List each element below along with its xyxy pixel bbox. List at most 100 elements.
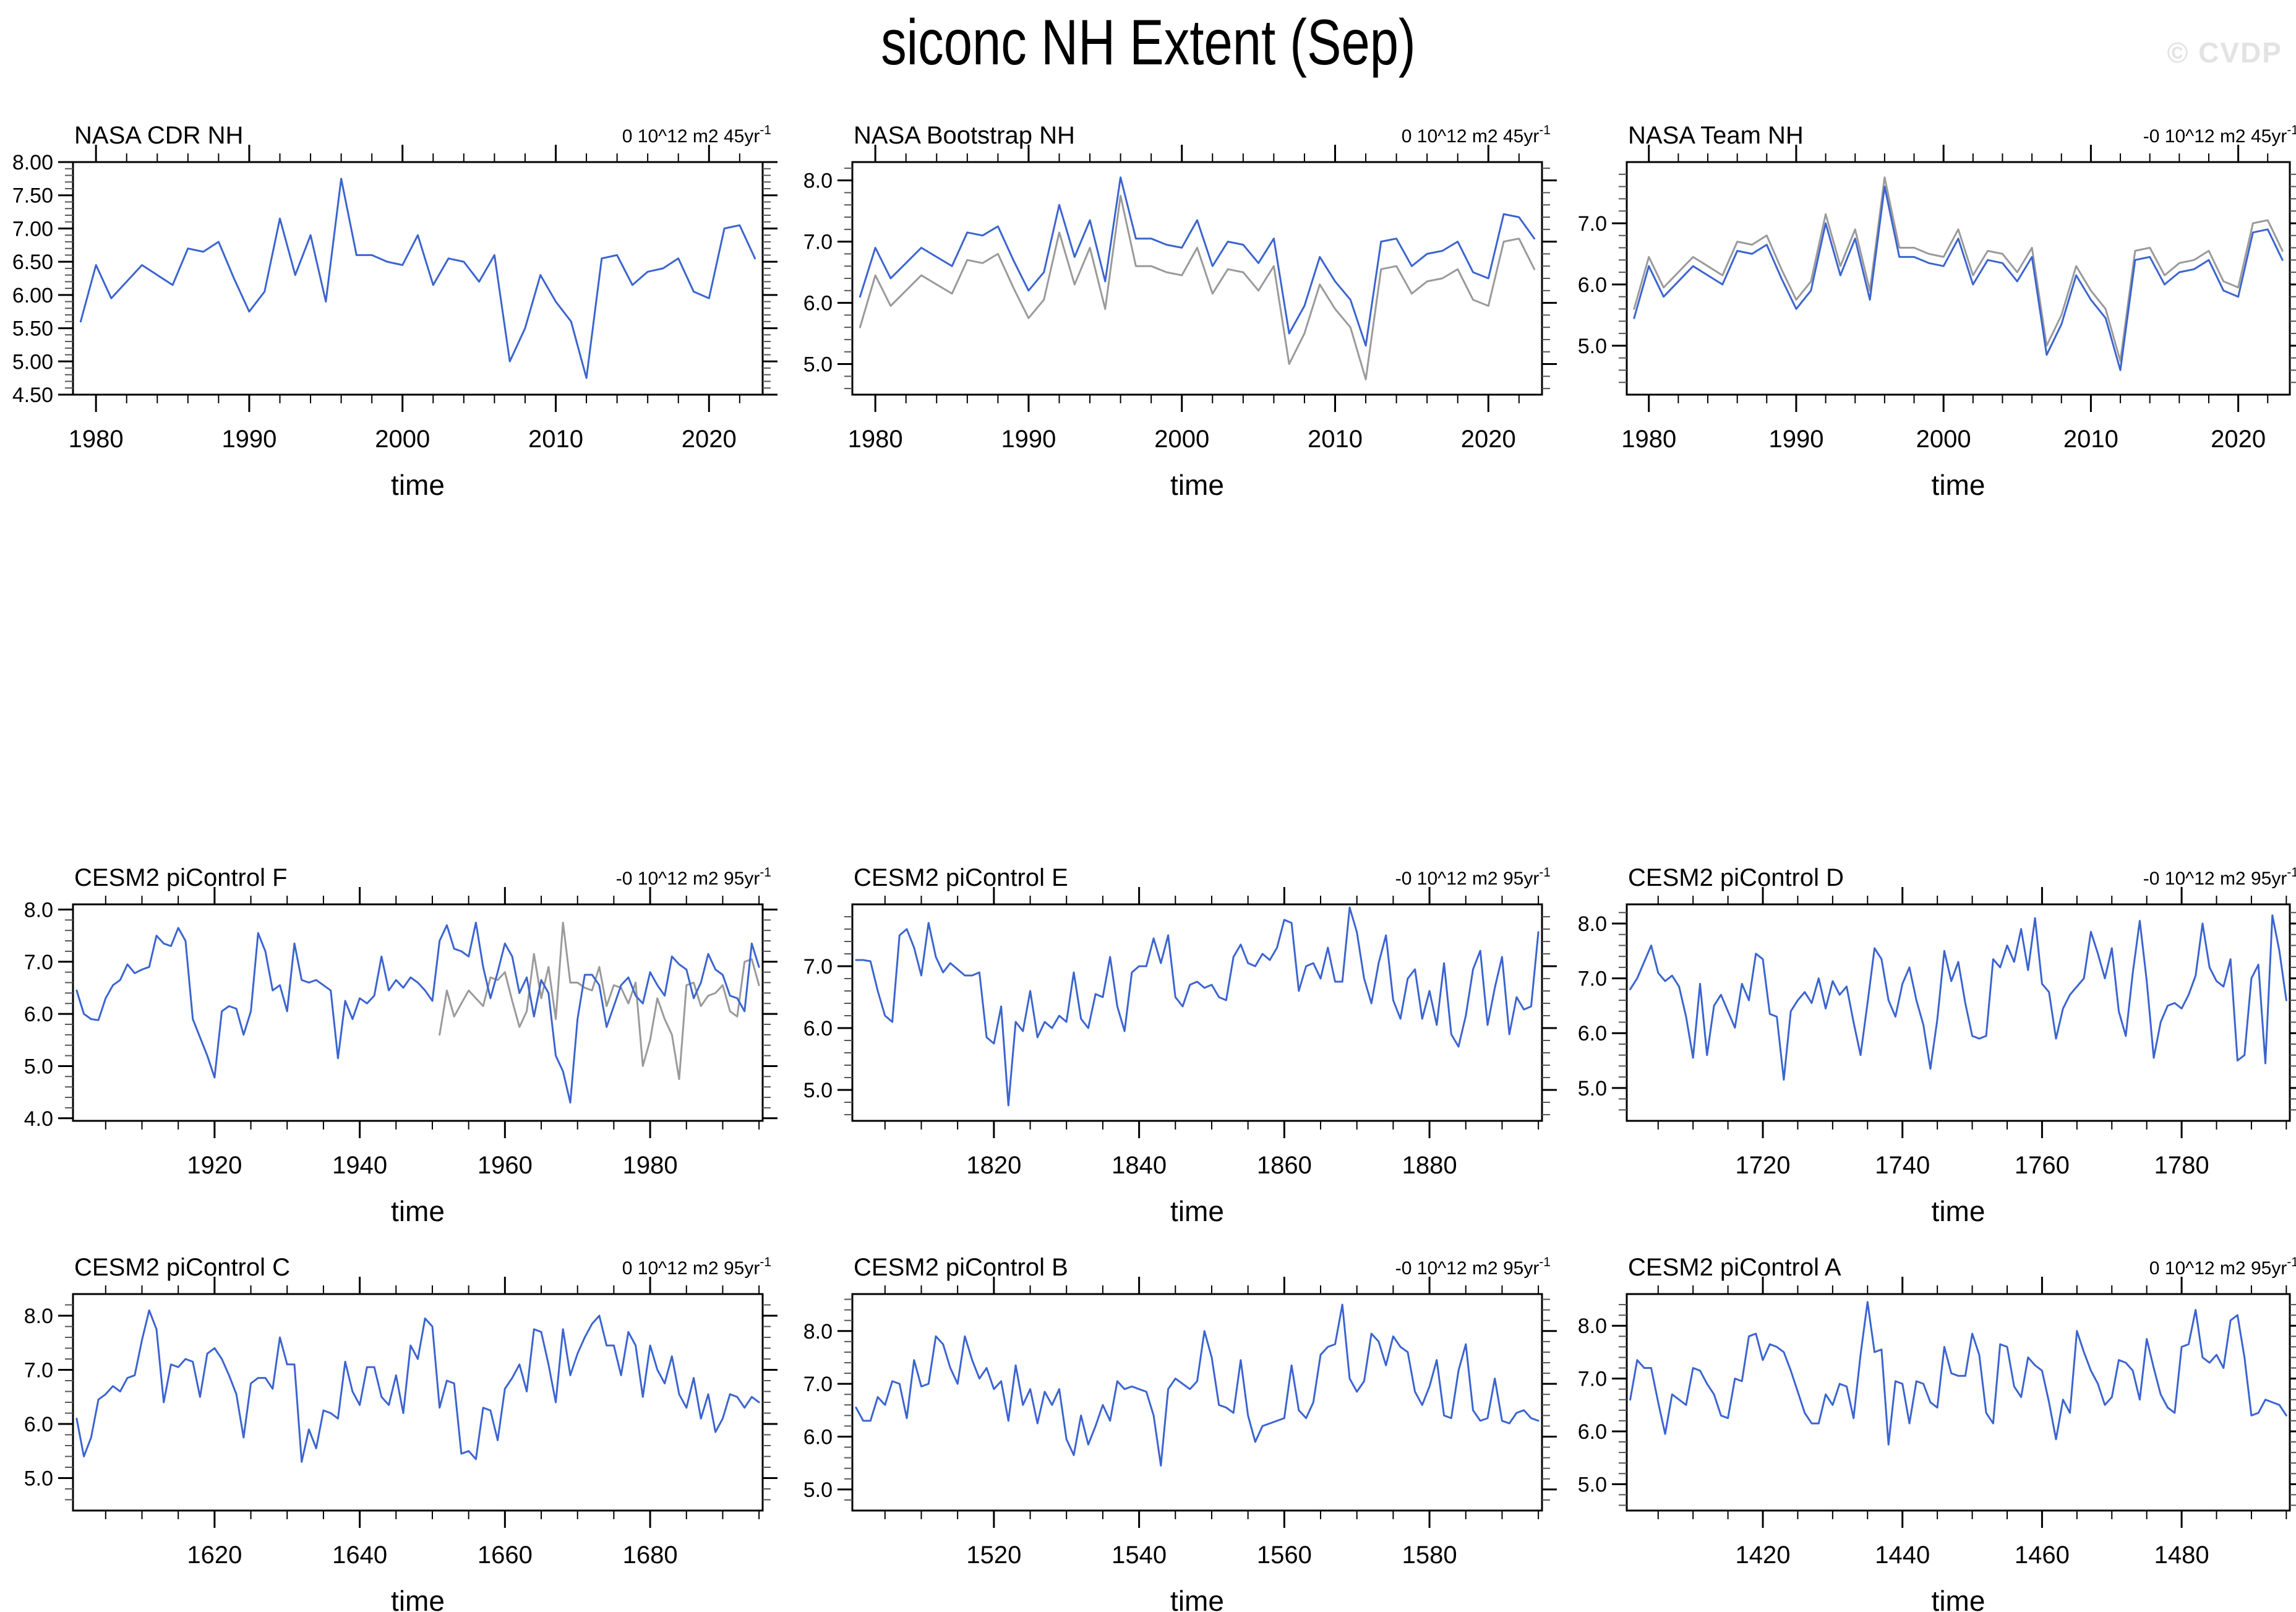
series-line-nasa-team-nh (1633, 186, 2284, 371)
axis-labels: 8.0 7.0 6.0 5.0 1620 1640 1660 1680 (24, 1305, 678, 1569)
x-tick-label: 1620 (187, 1541, 242, 1569)
panel-nasa-cdr-nh: NASA CDR NH 0 10^12 m2 45yr-1 8.00 7.50 7.00… (12, 122, 777, 501)
panel-cesm2-picontrol-f: CESM2 piControl F -0 10^12 m2 95yr-1 8.0 7.… (24, 864, 777, 1227)
trend-label: -0 10^12 m2 95yr-1 (2143, 865, 2296, 889)
plot-frame (851, 1293, 1543, 1512)
panel-title: CESM2 piControl E (854, 864, 1068, 891)
x-tick-label: 2000 (1154, 426, 1209, 453)
panel-title: CESM2 piControl B (854, 1254, 1068, 1281)
axis-labels: 8.0 7.0 6.0 5.0 1420 1440 1460 1480 (1578, 1314, 2209, 1569)
y-tick-label: 6.0 (24, 1413, 53, 1436)
axis-labels: 8.00 7.50 7.00 6.50 6.00 5.50 5.00 4.50 1980 1990… (12, 151, 737, 453)
axis-labels: 8.0 7.0 6.0 5.0 1980 1990 2000 2010 2020 (803, 169, 1516, 453)
series-line-nasa-cdr-nh (79, 178, 756, 379)
x-tick-label: 2010 (2063, 426, 2118, 453)
axis-ticks (58, 887, 777, 1138)
series-line-nasa-team-nh (1633, 176, 2284, 362)
y-tick-label: 7.0 (803, 955, 833, 979)
y-tick-label: 6.00 (12, 284, 53, 307)
x-tick-label: 2010 (1308, 426, 1363, 453)
x-tick-label: 1960 (478, 1152, 533, 1179)
x-tick-label: 1880 (1402, 1152, 1457, 1179)
y-tick-label: 4.0 (24, 1107, 53, 1131)
x-tick-label: 1860 (1257, 1152, 1312, 1179)
plot-frame (72, 1293, 764, 1512)
series-line-cesm2-picontrol-d (1629, 914, 2287, 1081)
panel-cesm2-picontrol-b: CESM2 piControl B -0 10^12 m2 95yr-1 8.0 7.… (803, 1254, 1557, 1612)
x-tick-label: 1640 (332, 1541, 387, 1569)
x-tick-label: 1440 (1875, 1541, 1930, 1569)
x-tick-label: 1680 (623, 1541, 678, 1569)
axis-labels: 8.0 7.0 6.0 5.0 4.0 1920 1940 1960 1980 (24, 898, 678, 1179)
y-tick-label: 5.0 (803, 1478, 833, 1502)
axis-ticks (1612, 1277, 2296, 1528)
y-tick-label: 6.50 (12, 251, 53, 274)
trend-label: -0 10^12 m2 95yr-1 (1395, 865, 1551, 889)
y-tick-label: 8.0 (803, 1320, 833, 1344)
axis-labels: 8.0 7.0 6.0 5.0 1720 1740 1760 1780 (1578, 912, 2209, 1179)
x-tick-label: 1660 (478, 1541, 533, 1569)
y-tick-label: 8.0 (24, 1305, 53, 1328)
trend-label: -0 10^12 m2 95yr-1 (616, 865, 771, 889)
plot-frame (1626, 903, 2291, 1122)
x-axis-title: time (391, 1195, 445, 1227)
trend-label: 0 10^12 m2 45yr-1 (1402, 123, 1551, 147)
panel-cesm2-picontrol-e: CESM2 piControl E -0 10^12 m2 95yr-1 7.0 6.… (803, 864, 1557, 1227)
axis-ticks (837, 145, 1557, 412)
y-tick-label: 6.0 (24, 1003, 53, 1026)
x-tick-label: 1780 (2154, 1152, 2209, 1179)
panel-cesm2-picontrol-d: CESM2 piControl D -0 10^12 m2 95yr-1 8.0 7.… (1578, 864, 2296, 1227)
page-title: siconc NH Extent (Sep) (0, 7, 2296, 79)
x-tick-label: 2020 (2211, 426, 2266, 453)
y-tick-label: 5.0 (1578, 1077, 1607, 1100)
plot-frame (72, 161, 764, 396)
x-tick-label: 1920 (187, 1152, 242, 1179)
x-tick-label: 1740 (1875, 1152, 1930, 1179)
x-tick-label: 1540 (1112, 1541, 1167, 1569)
x-tick-label: 1520 (966, 1541, 1021, 1569)
y-tick-label: 6.0 (1578, 273, 1607, 297)
y-tick-label: 8.0 (1578, 912, 1607, 936)
panel-nasa-bootstrap-nh: NASA Bootstrap NH 0 10^12 m2 45yr-1 8.0 7.0… (803, 122, 1557, 501)
series-line-cesm2-picontrol-c (75, 1309, 760, 1463)
axis-ticks (1612, 145, 2296, 412)
plot-frame (1626, 161, 2291, 396)
x-tick-label: 1760 (2015, 1152, 2070, 1179)
x-tick-label: 1420 (1736, 1541, 1791, 1569)
panel-cesm2-picontrol-a: CESM2 piControl A 0 10^12 m2 95yr-1 8.0 7.0… (1578, 1254, 2296, 1612)
x-axis-title: time (1932, 1585, 1985, 1612)
panel-cesm2-picontrol-c: CESM2 piControl C 0 10^12 m2 95yr-1 8.0 7.0… (24, 1254, 777, 1612)
y-tick-label: 5.0 (803, 1079, 833, 1102)
axis-ticks (837, 887, 1557, 1138)
trend-label: -0 10^12 m2 45yr-1 (2143, 123, 2296, 147)
x-axis-title: time (1932, 1195, 1985, 1227)
y-tick-label: 7.00 (12, 217, 53, 241)
x-tick-label: 2000 (375, 426, 430, 453)
series-line-cesm2-picontrol-f (439, 922, 760, 1080)
y-tick-label: 5.0 (24, 1055, 53, 1078)
y-tick-label: 7.50 (12, 184, 53, 208)
axis-ticks (58, 1277, 777, 1528)
x-tick-label: 1990 (221, 426, 276, 453)
axis-labels: 7.0 6.0 5.0 1980 1990 2000 2010 2020 (1578, 212, 2266, 453)
plot-frame (72, 903, 764, 1122)
x-axis-title: time (391, 469, 445, 501)
x-tick-label: 1990 (1001, 426, 1056, 453)
panel-title: CESM2 piControl D (1628, 864, 1844, 891)
x-axis-title: time (1170, 1195, 1224, 1227)
x-tick-label: 1980 (623, 1152, 678, 1179)
y-tick-label: 6.0 (1578, 1022, 1607, 1045)
x-tick-label: 1720 (1736, 1152, 1791, 1179)
x-axis-title: time (1170, 469, 1224, 501)
y-tick-label: 5.50 (12, 317, 53, 341)
x-tick-label: 1480 (2154, 1541, 2209, 1569)
y-tick-label: 5.0 (1578, 335, 1607, 358)
axis-labels: 8.0 7.0 6.0 5.0 1520 1540 1560 1580 (803, 1320, 1457, 1569)
y-tick-label: 8.0 (24, 898, 53, 922)
y-tick-label: 7.0 (803, 231, 833, 254)
y-tick-label: 7.0 (803, 1373, 833, 1396)
series-line-nasa-bootstrap-nh (859, 194, 1536, 380)
y-tick-label: 6.0 (803, 292, 833, 315)
y-tick-label: 7.0 (1578, 967, 1607, 991)
x-tick-label: 1580 (1402, 1541, 1457, 1569)
